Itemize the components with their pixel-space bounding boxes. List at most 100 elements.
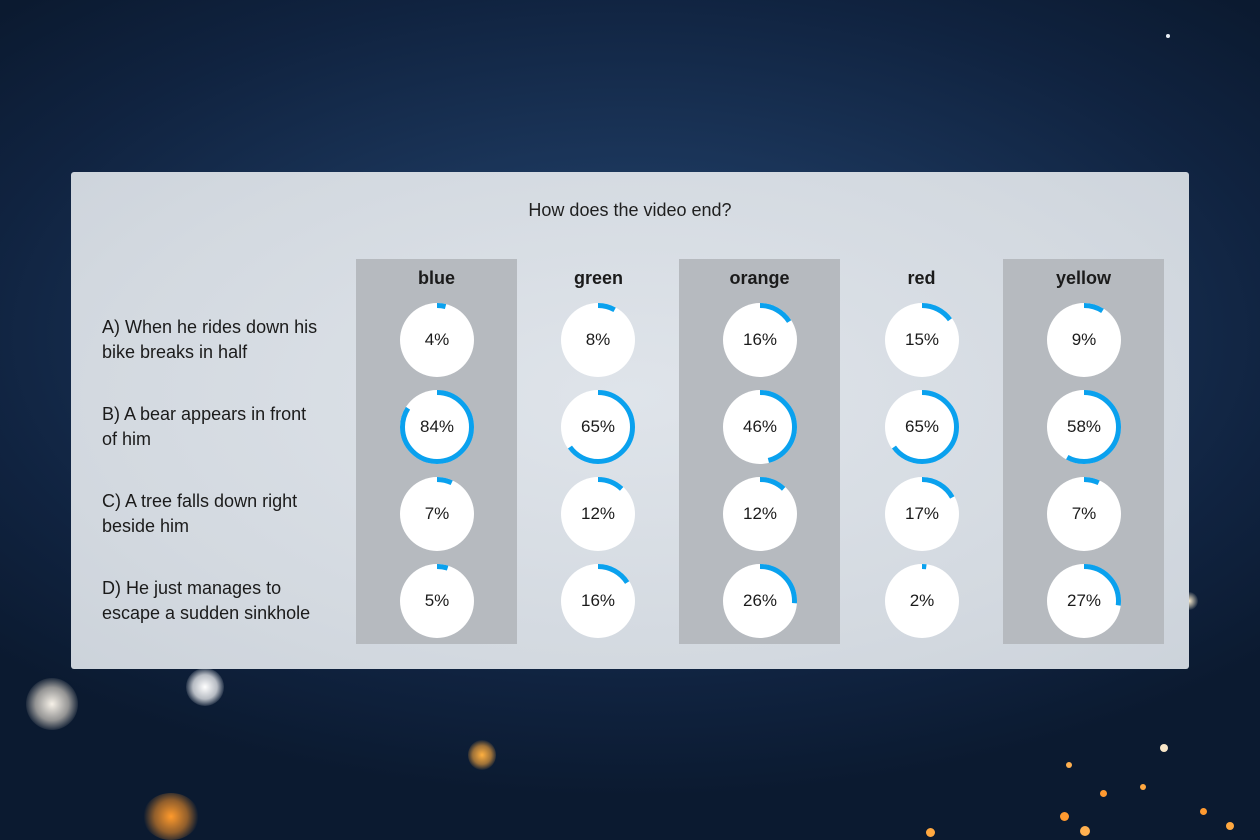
poll-question: How does the video end? — [528, 200, 732, 220]
percentage-dial-a-orange: 16% — [722, 302, 798, 378]
percentage-dial-c-blue: 7% — [399, 476, 475, 552]
dial-face — [561, 564, 635, 638]
dial-ring — [400, 303, 474, 377]
dial-progress-arc — [400, 564, 474, 638]
answer-label-c: C) A tree falls down right beside him — [102, 489, 342, 539]
dial-ring — [561, 564, 635, 638]
dial-percentage-text: 4% — [424, 330, 450, 349]
dial-progress-arc — [400, 390, 474, 464]
dial-face — [885, 477, 959, 551]
dial-progress-arc — [561, 477, 635, 551]
answer-label-b-line2: of him — [102, 429, 152, 449]
dial-ring — [1047, 303, 1121, 377]
dial-percentage-text: 27% — [1066, 591, 1102, 610]
dial-face — [400, 564, 474, 638]
dial-face — [885, 564, 959, 638]
dial-progress-arc — [885, 564, 959, 638]
dial-progress-arc — [723, 477, 797, 551]
answer-label-d-line2: escape a sudden sinkhole — [102, 603, 311, 623]
percentage-dial-d-yellow: 27% — [1046, 563, 1122, 639]
dial-ring — [723, 390, 797, 464]
dial-progress-arc — [1047, 564, 1121, 638]
dial-ring — [1047, 390, 1121, 464]
dial-ring — [885, 303, 959, 377]
dial-face — [1047, 303, 1121, 377]
dial-progress-arc — [1047, 303, 1121, 377]
bokeh-light — [1060, 812, 1069, 821]
percentage-dial-d-red: 2% — [884, 563, 960, 639]
dial-percentage-text: 26% — [742, 591, 778, 610]
dial-ring — [723, 564, 797, 638]
percentage-dial-a-red: 15% — [884, 302, 960, 378]
dial-face — [885, 303, 959, 377]
dial-ring — [723, 477, 797, 551]
percentage-dial-d-green: 16% — [560, 563, 636, 639]
bokeh-light — [1160, 744, 1168, 752]
dial-progress-arc — [561, 390, 635, 464]
percentage-dial-c-yellow: 7% — [1046, 476, 1122, 552]
dial-percentage-text: 7% — [1071, 504, 1097, 523]
dial-ring — [1047, 477, 1121, 551]
answer-label-a: A) When he rides down his bike breaks in… — [102, 315, 342, 365]
dial-ring — [561, 303, 635, 377]
dial-percentage-text: 7% — [424, 504, 450, 523]
percentage-dial-c-red: 17% — [884, 476, 960, 552]
dial-face — [1047, 564, 1121, 638]
bokeh-light — [1100, 790, 1107, 797]
dial-ring — [723, 303, 797, 377]
percentage-dial-b-orange: 46% — [722, 389, 798, 465]
dial-progress-arc — [885, 477, 959, 551]
dial-face — [723, 390, 797, 464]
dial-progress-arc — [561, 564, 635, 638]
dial-face — [723, 303, 797, 377]
dial-percentage-text: 12% — [742, 504, 778, 523]
poll-results-panel: How does the video end? blue green orang… — [71, 172, 1189, 669]
dial-progress-arc — [400, 477, 474, 551]
column-header-orange: orange — [729, 268, 790, 288]
answer-label-c-line2: beside him — [102, 516, 190, 536]
column-header-green: green — [573, 268, 624, 288]
dial-percentage-text: 15% — [904, 330, 940, 349]
answer-label-b-line1: B) A bear appears in front — [102, 404, 307, 424]
percentage-dial-d-orange: 26% — [722, 563, 798, 639]
percentage-dial-a-yellow: 9% — [1046, 302, 1122, 378]
dial-ring — [400, 564, 474, 638]
bokeh-light — [26, 678, 78, 730]
dial-ring — [400, 477, 474, 551]
answer-label-d: D) He just manages to escape a sudden si… — [102, 576, 342, 626]
percentage-dial-b-red: 65% — [884, 389, 960, 465]
dial-face — [1047, 390, 1121, 464]
dial-face — [561, 477, 635, 551]
answer-label-a-line2: bike breaks in half — [102, 342, 248, 362]
percentage-dial-a-green: 8% — [560, 302, 636, 378]
dial-progress-arc — [400, 303, 474, 377]
dial-progress-arc — [1047, 390, 1121, 464]
dial-percentage-text: 65% — [580, 417, 616, 436]
dial-face — [723, 477, 797, 551]
dial-percentage-text: 46% — [742, 417, 778, 436]
dial-face — [400, 303, 474, 377]
dial-percentage-text: 9% — [1071, 330, 1097, 349]
bokeh-light — [143, 793, 199, 840]
bokeh-light — [1140, 784, 1146, 790]
dial-percentage-text: 65% — [904, 417, 940, 436]
answer-label-a-line1: A) When he rides down his — [102, 317, 318, 337]
dial-face — [723, 564, 797, 638]
bokeh-light — [468, 740, 496, 770]
column-header-red: red — [907, 268, 936, 288]
bokeh-light — [1066, 762, 1072, 768]
dial-face — [561, 390, 635, 464]
dial-progress-arc — [723, 390, 797, 464]
dial-progress-arc — [723, 564, 797, 638]
percentage-dial-c-green: 12% — [560, 476, 636, 552]
dial-progress-arc — [885, 303, 959, 377]
dial-percentage-text: 16% — [580, 591, 616, 610]
answer-label-d-line1: D) He just manages to — [102, 578, 282, 598]
percentage-dial-c-orange: 12% — [722, 476, 798, 552]
dial-percentage-text: 16% — [742, 330, 778, 349]
dial-progress-arc — [561, 303, 635, 377]
answer-label-c-line1: C) A tree falls down right — [102, 491, 298, 511]
dial-percentage-text: 58% — [1066, 417, 1102, 436]
dial-ring — [1047, 564, 1121, 638]
bokeh-light — [1080, 826, 1090, 836]
